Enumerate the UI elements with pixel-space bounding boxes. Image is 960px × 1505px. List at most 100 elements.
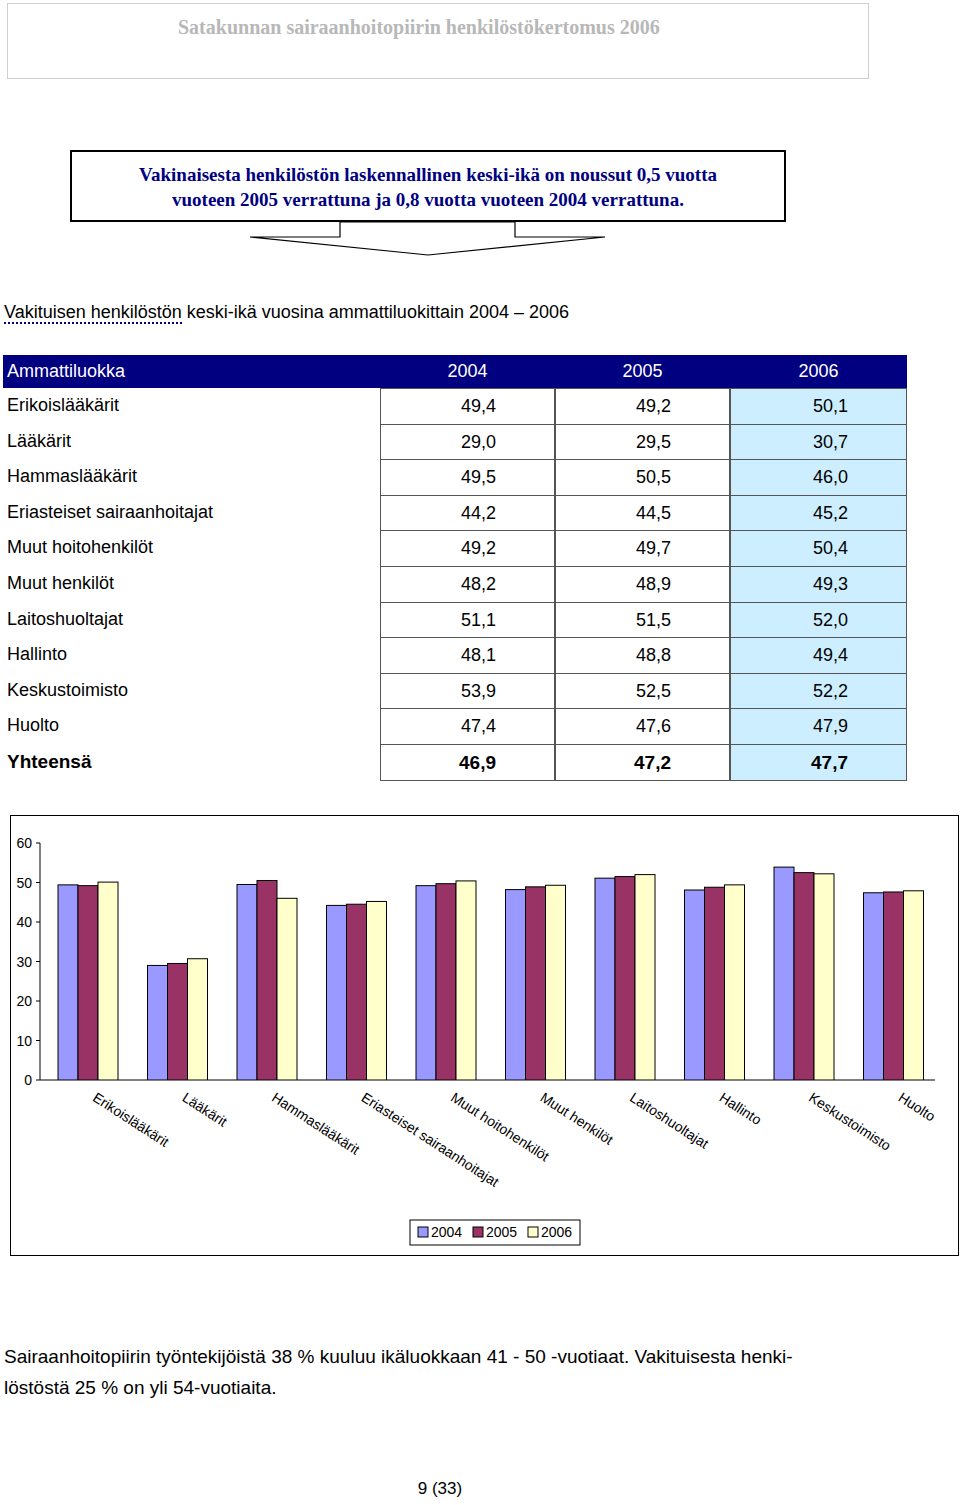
bar — [347, 904, 367, 1080]
table-cell: 50,5 — [555, 459, 730, 496]
table-cell: 48,1 — [380, 637, 555, 674]
bar — [595, 878, 615, 1080]
table-row-label: Keskustoimisto — [3, 673, 380, 710]
table-cell: 44,5 — [555, 495, 730, 532]
table-title-rest: keski-ikä vuosina ammattiluokittain 2004… — [187, 302, 569, 322]
y-tick-label: 10 — [16, 1033, 32, 1049]
bar — [864, 893, 884, 1080]
bar — [526, 887, 546, 1080]
table-cell: 29,0 — [380, 424, 555, 461]
bar — [635, 875, 655, 1080]
chart-svg: 0102030405060ErikoislääkäritLääkäritHamm… — [0, 800, 960, 1260]
table-cell: 52,2 — [730, 673, 907, 710]
footer-line: löstöstä 25 % on yli 54-vuotiaita. — [4, 1377, 277, 1399]
table-title-underlined: Vakituisen henkilöstön — [4, 302, 182, 324]
table-header-cell: 2004 — [380, 355, 555, 388]
table-cell: 49,5 — [380, 459, 555, 496]
x-tick-label: Muut hoitohenkilöt — [448, 1089, 552, 1164]
table-cell: 49,3 — [730, 566, 907, 603]
table-cell: 49,4 — [730, 637, 907, 674]
table-cell: 51,5 — [555, 602, 730, 639]
highlight-line: vuoteen 2005 verrattuna ja 0,8 vuotta vu… — [72, 187, 784, 212]
bar — [794, 873, 814, 1080]
y-tick-label: 20 — [16, 993, 32, 1009]
y-tick — [36, 961, 40, 962]
bar — [456, 881, 476, 1080]
table-row-label: Hammaslääkärit — [3, 459, 380, 496]
y-tick-label: 30 — [16, 954, 32, 970]
arrow-svg — [0, 215, 960, 275]
table-cell: 49,2 — [555, 388, 730, 425]
x-tick-label: Hallinto — [717, 1089, 765, 1128]
y-tick-label: 0 — [24, 1072, 32, 1088]
table-cell: 46,0 — [730, 459, 907, 496]
bar — [188, 959, 208, 1080]
bar — [367, 901, 387, 1080]
table-header-cell: 2006 — [730, 355, 907, 388]
y-tick — [36, 1080, 40, 1081]
table-cell: 50,4 — [730, 530, 907, 567]
bar — [615, 877, 635, 1080]
legend-label: 2004 — [431, 1224, 462, 1240]
bar — [257, 881, 277, 1080]
table-row-label: Hallinto — [3, 637, 380, 674]
table-cell: 45,2 — [730, 495, 907, 532]
page-number: 9 (33) — [400, 1479, 480, 1499]
bar — [904, 891, 924, 1080]
bar — [58, 885, 78, 1080]
table-cell: 52,5 — [555, 673, 730, 710]
bar — [436, 884, 456, 1080]
table-cell: 47,7 — [730, 744, 907, 781]
table-row-label: Yhteensä — [3, 744, 380, 781]
x-tick-label: Hammaslääkärit — [269, 1089, 363, 1158]
x-tick-label: Lääkärit — [180, 1089, 231, 1130]
legend-label: 2006 — [541, 1224, 572, 1240]
footer-line: Sairaanhoitopiirin työntekijöistä 38 % k… — [4, 1346, 793, 1368]
table-cell: 49,2 — [380, 530, 555, 567]
table-header-cell: 2005 — [555, 355, 730, 388]
bar — [884, 892, 904, 1080]
table-cell: 51,1 — [380, 602, 555, 639]
legend-swatch — [418, 1227, 428, 1237]
bar — [168, 963, 188, 1080]
table-cell: 50,1 — [730, 388, 907, 425]
table-cell: 29,5 — [555, 424, 730, 461]
header-title: Satakunnan sairaanhoitopiirin henkilöstö… — [178, 16, 660, 39]
bar — [774, 867, 794, 1080]
bar — [506, 890, 526, 1080]
table-header-cell: Ammattiluokka — [3, 355, 380, 388]
bar — [814, 874, 834, 1080]
table-cell: 48,9 — [555, 566, 730, 603]
legend-swatch — [473, 1227, 483, 1237]
arrow — [250, 222, 605, 255]
bar — [98, 882, 118, 1080]
table-row-label: Eriasteiset sairaanhoitajat — [3, 495, 380, 532]
y-tick — [36, 882, 40, 883]
table-cell: 30,7 — [730, 424, 907, 461]
legend-box — [410, 1220, 580, 1245]
table-cell: 49,4 — [380, 388, 555, 425]
table-cell: 53,9 — [380, 673, 555, 710]
table-cell: 47,2 — [555, 744, 730, 781]
bar — [546, 885, 566, 1080]
bar — [725, 885, 745, 1080]
y-tick-label: 60 — [16, 835, 32, 851]
table-row-label: Lääkärit — [3, 424, 380, 461]
bar — [148, 965, 168, 1080]
y-tick — [36, 843, 40, 844]
bar — [237, 884, 257, 1080]
table-row-label: Muut henkilöt — [3, 566, 380, 603]
bars — [58, 867, 924, 1080]
table-title: Vakituisen henkilöstön keski-ikä vuosina… — [4, 302, 569, 323]
table-cell: 47,6 — [555, 708, 730, 745]
highlight-line: Vakinaisesta henkilöstön laskennallinen … — [72, 162, 784, 187]
y-tick — [36, 1040, 40, 1041]
table-cell: 47,4 — [380, 708, 555, 745]
table-row-label: Laitoshuoltajat — [3, 602, 380, 639]
bar — [685, 890, 705, 1080]
table-cell: 47,9 — [730, 708, 907, 745]
x-tick-label: Muut henkilöt — [538, 1089, 617, 1148]
table-cell: 52,0 — [730, 602, 907, 639]
x-tick-label: Erikoislääkärit — [90, 1089, 172, 1150]
table-cell: 44,2 — [380, 495, 555, 532]
